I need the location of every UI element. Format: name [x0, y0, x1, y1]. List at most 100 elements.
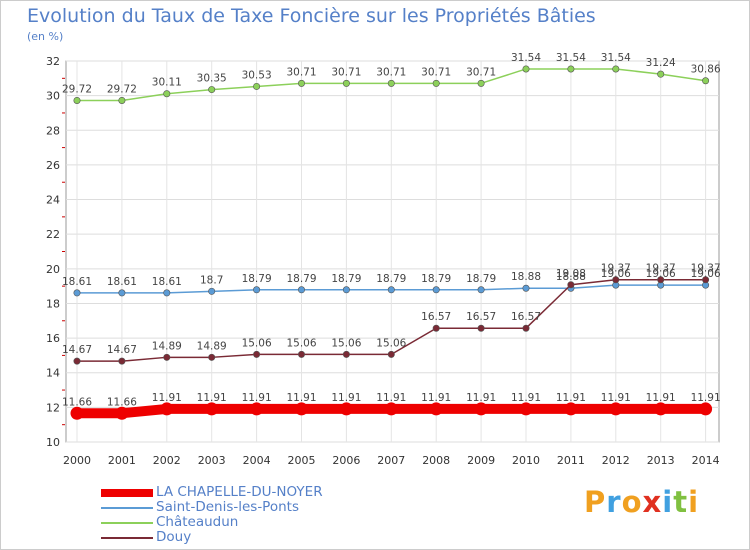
x-tick-label: 2012	[602, 454, 630, 467]
legend-label: Châteaudun	[156, 514, 239, 530]
y-tick-label: 22	[46, 228, 60, 241]
data-label: 18.79	[331, 273, 361, 285]
data-point	[208, 287, 216, 295]
data-point	[522, 65, 530, 73]
data-label: 18.79	[286, 273, 316, 285]
data-label: 31.54	[556, 52, 586, 64]
data-label: 19.37	[691, 263, 721, 275]
data-label: 30.71	[376, 66, 406, 78]
data-point	[477, 324, 485, 332]
data-label: 14.89	[152, 340, 182, 352]
legend-swatch	[101, 522, 153, 524]
data-point	[609, 402, 623, 416]
data-point	[342, 350, 350, 358]
legend-label: Saint-Denis-les-Ponts	[156, 499, 299, 515]
legend-label: LA CHAPELLE-DU-NOYER	[156, 484, 323, 500]
x-tick-label: 2010	[512, 454, 540, 467]
legend-label: Douy	[156, 529, 192, 545]
data-label: 11.91	[197, 392, 227, 404]
data-point	[73, 357, 81, 365]
data-label: 30.86	[691, 64, 721, 76]
data-label: 30.71	[331, 66, 361, 78]
data-point	[477, 79, 485, 87]
data-label: 15.06	[376, 337, 406, 349]
data-point	[567, 65, 575, 73]
x-tick-label: 2002	[153, 454, 181, 467]
data-label: 11.91	[646, 392, 676, 404]
data-label: 30.35	[197, 73, 227, 85]
data-label: 18.79	[421, 273, 451, 285]
data-label: 18.79	[466, 273, 496, 285]
x-tick-label: 2003	[198, 454, 226, 467]
data-label: 18.88	[511, 271, 541, 283]
y-tick-label: 24	[46, 194, 60, 207]
y-tick-label: 12	[46, 401, 60, 414]
y-tick-label: 32	[46, 55, 60, 68]
data-label: 14.89	[197, 340, 227, 352]
data-label: 18.88	[556, 271, 586, 283]
data-point	[118, 289, 126, 297]
data-label: 11.91	[556, 392, 586, 404]
data-point	[115, 406, 129, 420]
data-label: 30.11	[152, 77, 182, 89]
legend-item: Douy	[101, 529, 431, 545]
data-point	[118, 96, 126, 104]
data-point	[564, 402, 578, 416]
data-point	[250, 402, 264, 416]
logo-letter: o	[621, 485, 643, 519]
legend-item: Châteaudun	[101, 514, 431, 530]
y-tick-label: 20	[46, 263, 60, 276]
data-label: 14.67	[107, 344, 137, 356]
data-point	[387, 286, 395, 294]
plot-area	[65, 60, 720, 443]
data-label: 19.06	[646, 268, 676, 280]
data-point	[612, 65, 620, 73]
data-point	[477, 286, 485, 294]
data-label: 18.61	[152, 276, 182, 288]
data-label: 11.91	[286, 392, 316, 404]
x-tick-label: 2005	[288, 454, 316, 467]
data-point	[163, 90, 171, 98]
data-label: 29.72	[62, 83, 92, 95]
data-point	[163, 289, 171, 297]
data-label: 19.06	[691, 268, 721, 280]
data-point	[73, 96, 81, 104]
data-label: 30.53	[242, 69, 272, 81]
data-label: 19.37	[601, 263, 631, 275]
data-point	[429, 402, 443, 416]
x-tick-label: 2009	[467, 454, 495, 467]
data-point	[657, 276, 665, 284]
data-point	[342, 286, 350, 294]
data-label: 29.72	[107, 83, 137, 95]
data-point	[522, 324, 530, 332]
chart-title: Evolution du Taux de Taxe Foncière sur l…	[27, 5, 596, 27]
legend: LA CHAPELLE-DU-NOYER Saint-Denis-les-Pon…	[101, 484, 431, 545]
x-tick-label: 2007	[377, 454, 405, 467]
data-label: 30.71	[286, 66, 316, 78]
data-point	[519, 402, 533, 416]
y-tick-label: 28	[46, 124, 60, 137]
data-label: 11.91	[331, 392, 361, 404]
data-label: 11.66	[62, 396, 92, 408]
data-label: 31.54	[601, 52, 631, 64]
data-point	[702, 77, 710, 85]
data-point	[474, 402, 488, 416]
data-point	[702, 276, 710, 284]
data-label: 31.54	[511, 52, 541, 64]
data-label: 15.06	[286, 337, 316, 349]
data-label: 16.57	[466, 311, 496, 323]
y-tick-label: 16	[46, 332, 60, 345]
x-tick-label: 2000	[63, 454, 91, 467]
data-label: 18.79	[376, 273, 406, 285]
x-tick-label: 2013	[647, 454, 675, 467]
data-point	[699, 402, 713, 416]
y-tick-label: 14	[46, 367, 60, 380]
data-point	[339, 402, 353, 416]
unit-label: (en %)	[27, 30, 64, 43]
data-point	[297, 79, 305, 87]
data-label: 18.7	[200, 274, 223, 286]
data-point	[432, 79, 440, 87]
data-label: 30.71	[421, 66, 451, 78]
y-tick-label: 10	[46, 436, 60, 449]
